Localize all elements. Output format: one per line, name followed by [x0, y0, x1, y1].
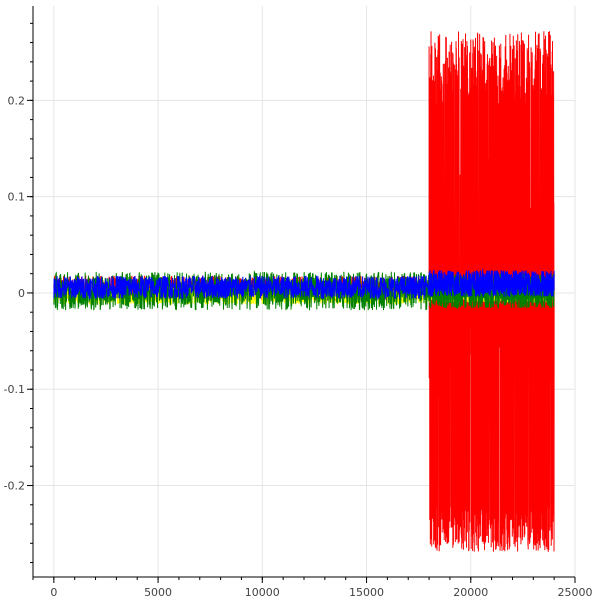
x-tick-label: 5000 [144, 586, 172, 599]
x-tick-label: 20000 [453, 586, 488, 599]
x-tick-label: 15000 [349, 586, 384, 599]
y-tick-label: 0.2 [8, 94, 26, 107]
y-tick-label: -0.1 [4, 383, 25, 396]
y-tick-label: 0 [18, 287, 25, 300]
x-tick-label: 10000 [245, 586, 280, 599]
ticks: 0 5000 10000 15000 20000 25000 -0.2 -0.1 0 0.1 0.2 [4, 22, 593, 599]
x-tick-label: 25000 [558, 586, 593, 599]
y-tick-label: -0.2 [4, 480, 25, 493]
series-layer [53, 31, 555, 552]
y-tick-label: 0.1 [8, 191, 26, 204]
x-tick-label: 0 [50, 586, 57, 599]
series-line-4 [53, 268, 555, 301]
